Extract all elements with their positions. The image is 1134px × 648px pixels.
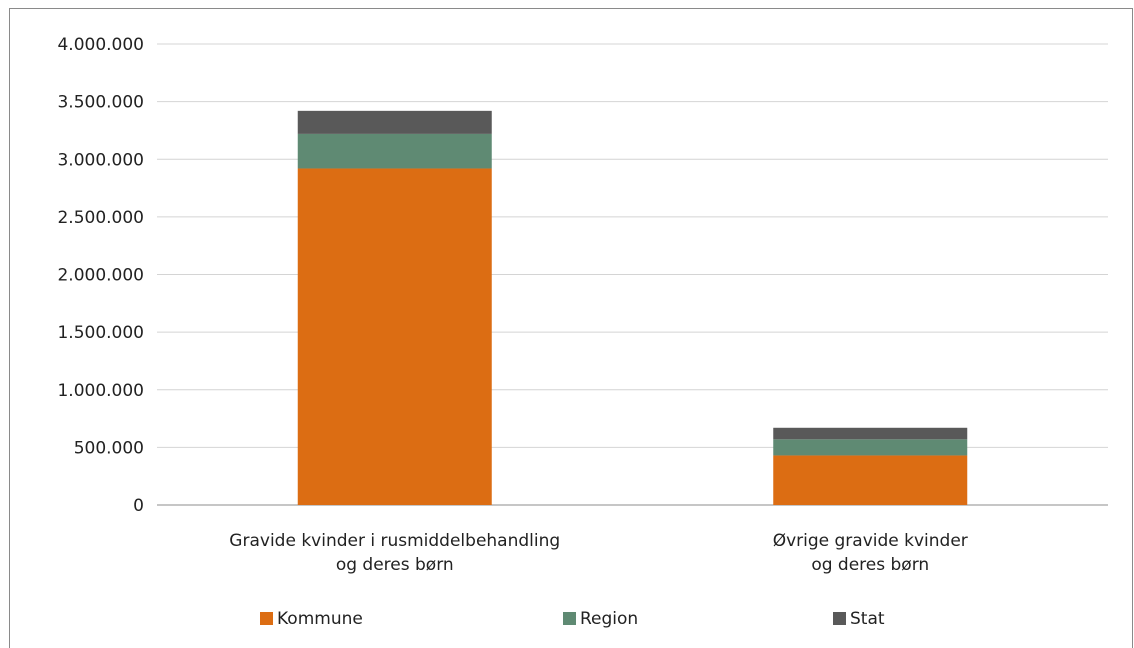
bar-segment-region bbox=[297, 133, 492, 169]
legend-label-region: Region bbox=[580, 609, 638, 629]
legend-label-kommune: Kommune bbox=[277, 609, 363, 629]
bar-segment-region bbox=[773, 439, 968, 456]
y-tick-label: 1.000.000 bbox=[57, 381, 144, 401]
y-tick-label: 1.500.000 bbox=[57, 323, 144, 343]
bar-segment-stat bbox=[773, 427, 968, 440]
y-tick-label: 2.500.000 bbox=[57, 208, 144, 228]
legend-swatch-region bbox=[563, 612, 576, 625]
bar-segment-kommune bbox=[297, 168, 492, 505]
y-tick-label: 3.500.000 bbox=[57, 93, 144, 113]
legend-swatch-kommune bbox=[260, 612, 273, 625]
bar-segment-kommune bbox=[773, 455, 968, 505]
y-tick-label: 4.000.000 bbox=[57, 35, 144, 55]
y-tick-label: 2.000.000 bbox=[57, 266, 144, 286]
category-label: Gravide kvinder i rusmiddelbehandling bbox=[229, 531, 560, 551]
legend-swatch-stat bbox=[833, 612, 846, 625]
legend-label-stat: Stat bbox=[850, 609, 885, 629]
category-label: Øvrige gravide kvinder bbox=[773, 531, 968, 551]
y-tick-label: 3.000.000 bbox=[57, 150, 144, 170]
chart-frame bbox=[9, 8, 1133, 648]
bar-segment-stat bbox=[297, 110, 492, 134]
category-label: og deres børn bbox=[811, 555, 929, 575]
y-tick-label: 500.000 bbox=[74, 438, 144, 458]
y-tick-label: 0 bbox=[133, 496, 144, 516]
category-label: og deres børn bbox=[336, 555, 454, 575]
